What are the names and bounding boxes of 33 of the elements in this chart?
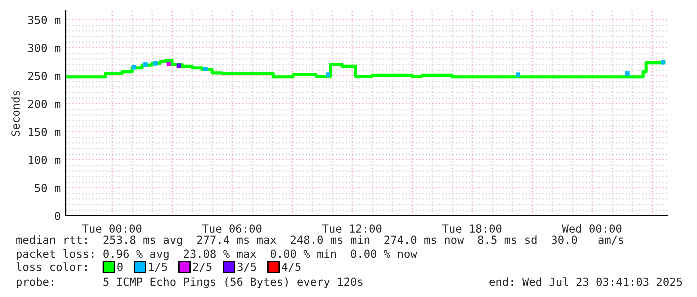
point (176, 64, 182, 68)
y-tick-label: 150 m (29, 128, 61, 136)
y-tick-label: 250 m (28, 72, 61, 80)
point (516, 72, 521, 78)
text: probe: 5 ICMP Echo Pings (56 Bytes) every 120s (17, 278, 363, 288)
point (143, 62, 148, 67)
point (153, 61, 158, 66)
legend-label: 3/5 (238, 262, 256, 272)
point (661, 60, 666, 65)
y-tick-label: 200 m (28, 100, 61, 108)
y-tick-label: 0 (55, 212, 60, 220)
text: loss color: (16, 262, 87, 272)
point (625, 72, 630, 76)
legend-label: 2/5 (193, 262, 212, 272)
legend-label: 0 (118, 262, 123, 272)
point (166, 62, 172, 66)
x-tick-label: Wed 00:00 (562, 224, 622, 233)
text: packet loss: 0.96 % avg 23.08 % max 0.00 % min 0.00 % now (17, 250, 418, 260)
x-tick-label: Tue 18:00 (442, 224, 502, 233)
legend-label: 4/5 (282, 262, 301, 272)
x-tick-label: Tue 06:00 (202, 224, 262, 233)
text: end: Wed Jul 23 03:41:03 2025 (490, 278, 682, 286)
y-tick-label: 300 m (28, 44, 61, 52)
x-tick-label: Tue 12:00 (322, 224, 382, 233)
point (326, 72, 331, 78)
y-axis-title: Seconds (11, 91, 20, 136)
text: median rtt: 253.8 ms avg 277.4 ms max 248.0 ms min 274.0 ms now 8.5 ms sd 30.0 am/s (16, 236, 624, 246)
y-tick-label: 350 m (28, 16, 61, 24)
point (203, 67, 208, 72)
legend-label: 1/5 (149, 262, 168, 272)
y-tick-label: 100 m (29, 156, 61, 164)
y-tick-label: 50 m (35, 184, 61, 192)
x-tick-label: Tue 00:00 (82, 224, 142, 233)
